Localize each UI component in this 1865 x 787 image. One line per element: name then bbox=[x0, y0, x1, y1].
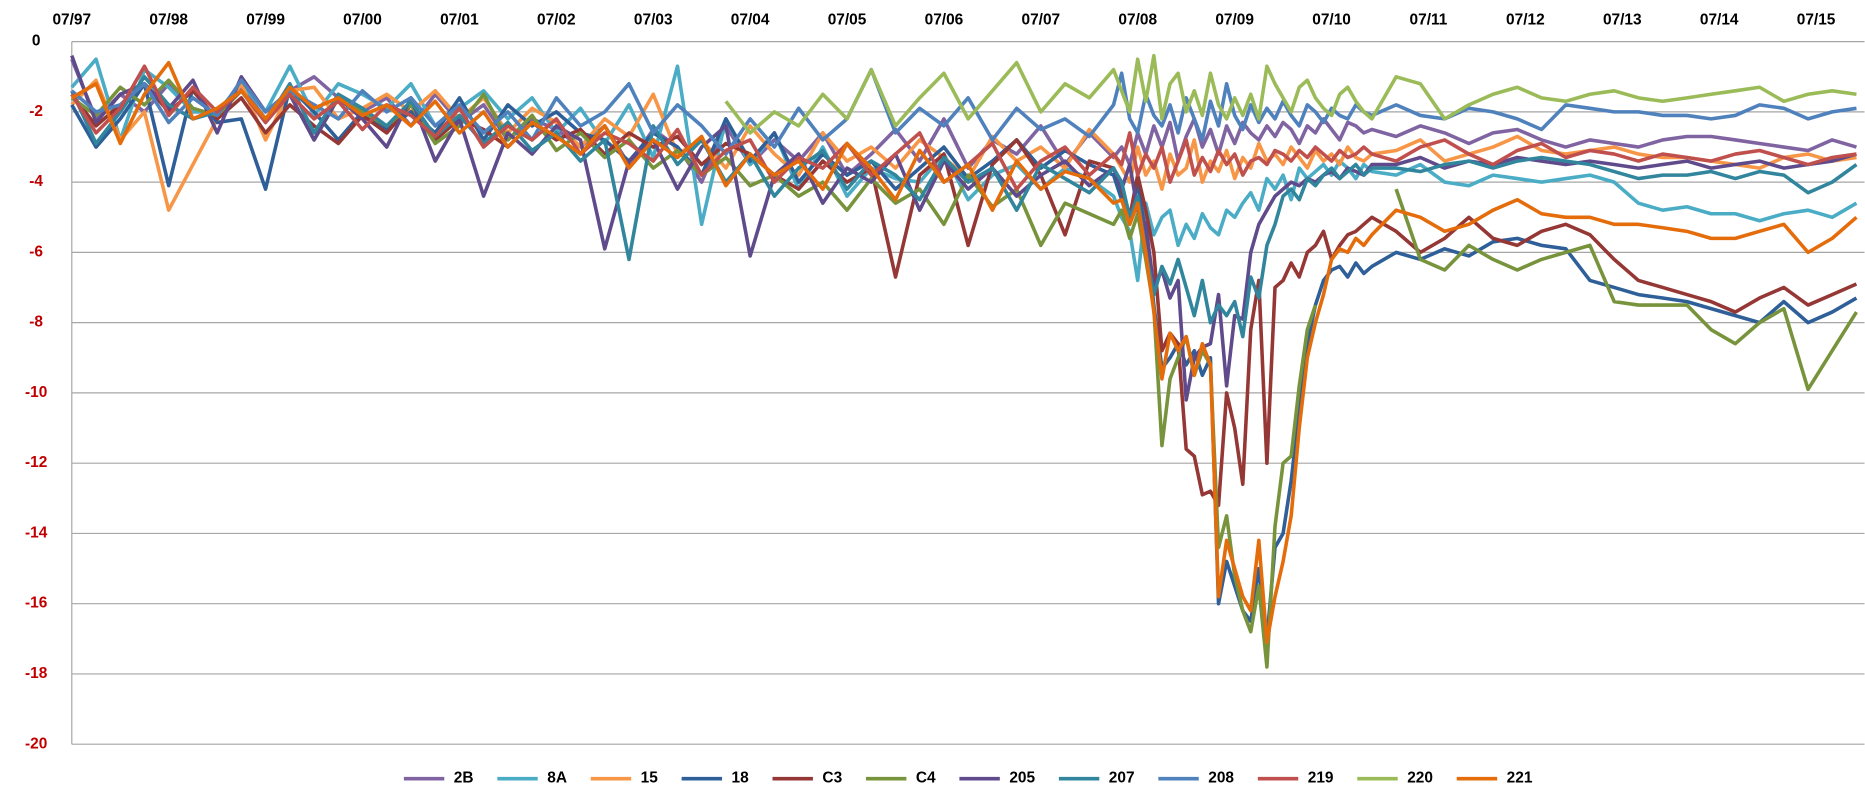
x-tick-label: 07/06 bbox=[925, 11, 964, 28]
y-tick-label: -16 bbox=[25, 595, 48, 612]
y-tick-label: -10 bbox=[25, 384, 47, 401]
legend: 2B 8A 15 18 C3 C4 205 207 208 219 220 221 bbox=[403, 770, 1533, 787]
y-tick-label: -6 bbox=[29, 243, 43, 260]
legend-label: 207 bbox=[1109, 770, 1135, 787]
legend-label: C4 bbox=[916, 770, 936, 787]
legend-label: 221 bbox=[1507, 770, 1533, 787]
x-tick-label: 07/05 bbox=[828, 11, 867, 28]
x-tick-label: 07/01 bbox=[440, 11, 479, 28]
x-tick-label: 07/08 bbox=[1118, 11, 1157, 28]
legend-label: 208 bbox=[1208, 770, 1234, 787]
x-tick-label: 07/03 bbox=[634, 11, 673, 28]
legend-label: 219 bbox=[1308, 770, 1334, 787]
x-tick-label: 07/14 bbox=[1700, 11, 1739, 28]
y-tick-label: -12 bbox=[25, 454, 47, 471]
x-tick-label: 07/00 bbox=[343, 11, 382, 28]
series-line bbox=[724, 53, 1857, 135]
series-line bbox=[70, 60, 1858, 645]
legend-label: C3 bbox=[822, 770, 842, 787]
y-tick-label: -14 bbox=[25, 525, 48, 542]
y-tick-label: -20 bbox=[25, 735, 47, 752]
x-tick-label: 07/11 bbox=[1410, 11, 1448, 28]
legend-label: 220 bbox=[1407, 770, 1433, 787]
x-tick-label: 07/12 bbox=[1506, 11, 1545, 28]
y-tick-label: -8 bbox=[29, 314, 43, 331]
legend-label: 18 bbox=[732, 770, 750, 787]
x-tick-label: 07/07 bbox=[1022, 11, 1061, 28]
legend-label: 205 bbox=[1009, 770, 1035, 787]
x-tick-label: 07/04 bbox=[731, 11, 770, 28]
x-tick-label: 07/10 bbox=[1312, 11, 1351, 28]
x-tick-label: 07/99 bbox=[246, 11, 285, 28]
legend-label: 15 bbox=[641, 770, 659, 787]
y-tick-label: -18 bbox=[25, 665, 48, 682]
x-tick-label: 07/09 bbox=[1215, 11, 1254, 28]
x-tick-label: 07/15 bbox=[1797, 11, 1836, 28]
x-tick-label: 07/02 bbox=[537, 11, 576, 28]
x-tick-label: 07/98 bbox=[149, 11, 188, 28]
x-tick-label: 07/13 bbox=[1603, 11, 1642, 28]
plot-lines bbox=[70, 53, 1858, 669]
legend-label: 2B bbox=[454, 770, 474, 787]
y-tick-label: -4 bbox=[29, 173, 43, 190]
y-tick-label: 0 bbox=[32, 33, 41, 50]
y-tick-label: -2 bbox=[29, 103, 43, 120]
series-line bbox=[70, 82, 1858, 508]
legend-label: 8A bbox=[547, 770, 567, 787]
series-line bbox=[70, 67, 1857, 156]
series-line bbox=[70, 64, 1857, 191]
x-tick-label: 07/97 bbox=[52, 11, 91, 28]
